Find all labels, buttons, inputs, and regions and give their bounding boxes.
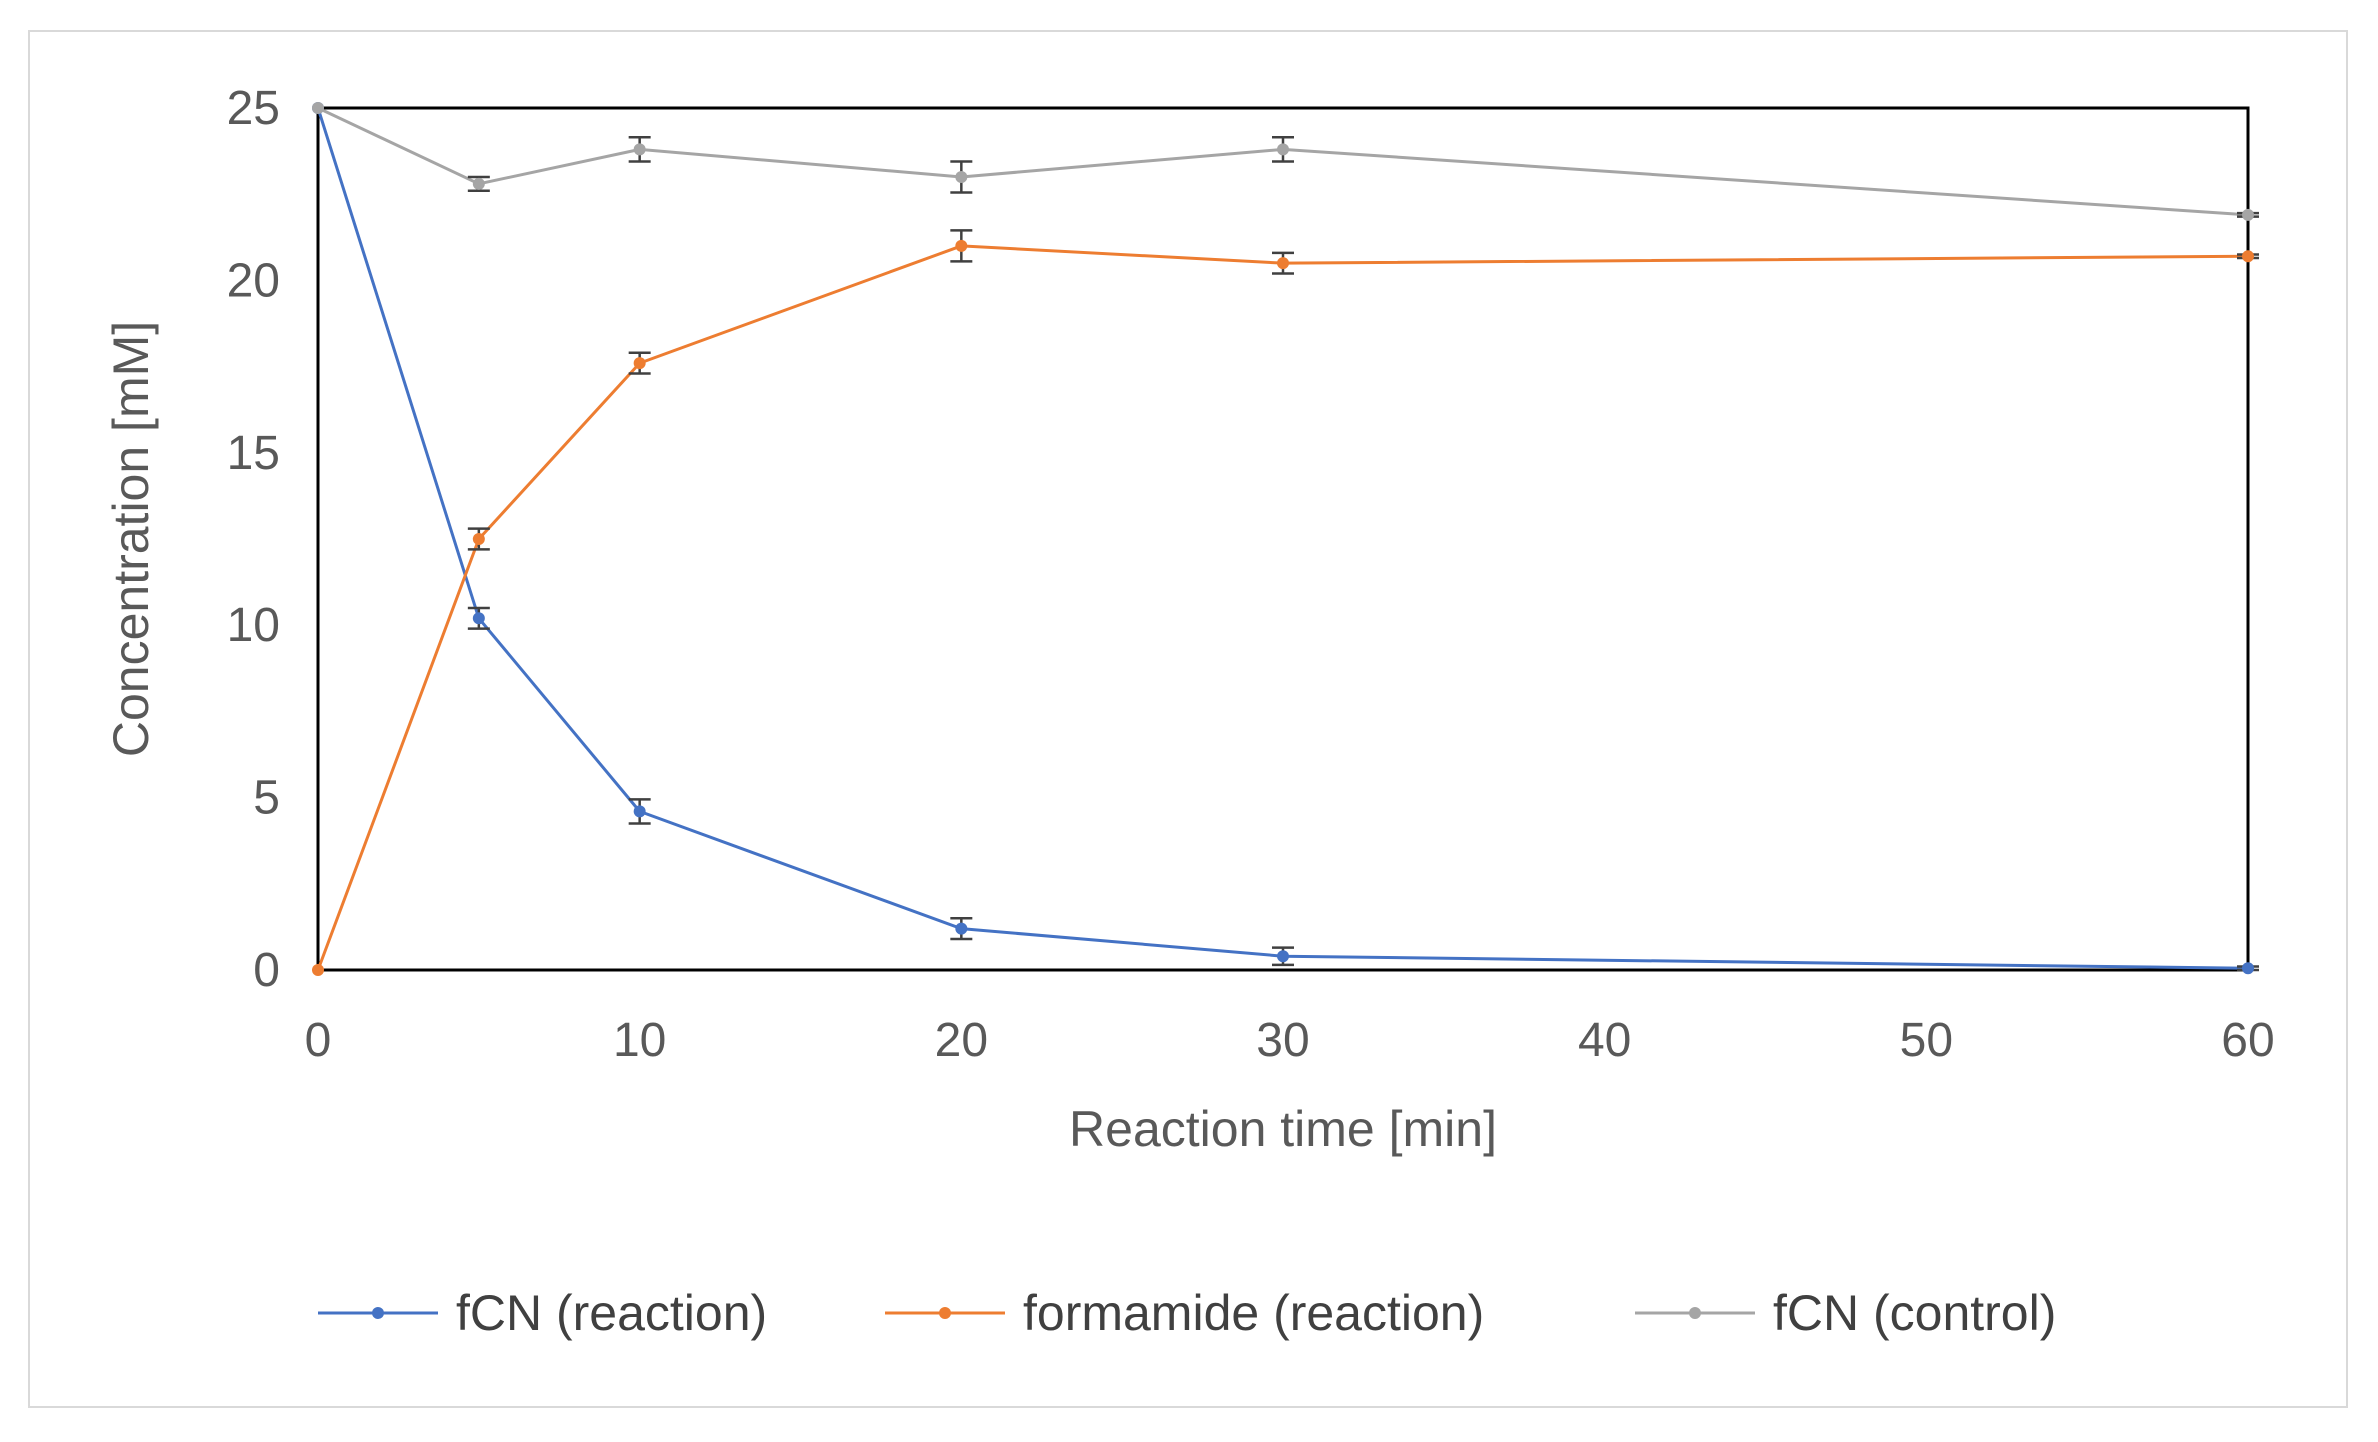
y-tick-label: 5: [253, 772, 280, 825]
data-point: [633, 805, 646, 818]
data-point: [955, 922, 968, 935]
series-line: [316, 107, 2249, 970]
legend-item: fCN (control): [1635, 1285, 2056, 1341]
legend-item: fCN (reaction): [318, 1285, 767, 1341]
series-2: [312, 102, 2259, 221]
legend-item: formamide (reaction): [885, 1285, 1484, 1341]
data-point: [2242, 208, 2254, 221]
x-axis-tick-labels: 0 10 20 30 40 50 60: [305, 1014, 2275, 1067]
x-axis-title: Reaction time [min]: [1069, 1101, 1497, 1157]
series-1: [312, 229, 2259, 976]
plot-area: [316, 106, 2250, 972]
legend-label: fCN (control): [1773, 1285, 2056, 1341]
data-point: [472, 612, 485, 625]
x-tick-label: 0: [305, 1014, 332, 1067]
legend-swatch-marker: [372, 1307, 384, 1319]
data-point: [312, 102, 324, 114]
plot-border: [316, 106, 2250, 972]
data-point: [955, 239, 968, 252]
data-point: [1277, 257, 1289, 270]
legend-swatch-marker: [1689, 1307, 1701, 1319]
data-point: [472, 177, 485, 190]
y-tick-label: 0: [253, 944, 280, 997]
y-axis-tick-labels: 0 5 10 15 20 25: [227, 82, 280, 997]
legend-swatch-marker: [939, 1307, 951, 1319]
x-tick-label: 50: [1900, 1014, 1953, 1067]
data-point: [1277, 950, 1289, 963]
y-axis-title: Concentration [mM]: [103, 321, 159, 757]
data-point: [633, 143, 646, 156]
data-point: [633, 357, 646, 370]
data-point: [312, 964, 324, 976]
data-point: [2242, 250, 2254, 263]
series-layer: [312, 102, 2259, 976]
x-tick-label: 10: [613, 1014, 666, 1067]
data-point: [2242, 962, 2254, 975]
data-point: [472, 533, 485, 545]
x-tick-label: 30: [1256, 1014, 1309, 1067]
y-tick-label: 25: [227, 82, 280, 135]
series-line: [316, 244, 2249, 971]
data-point: [955, 170, 968, 183]
y-tick-label: 10: [227, 599, 280, 652]
x-tick-label: 20: [935, 1014, 988, 1067]
y-tick-label: 15: [227, 427, 280, 480]
legend: fCN (reaction) formamide (reaction) fCN (c…: [318, 1285, 2056, 1341]
legend-label: formamide (reaction): [1023, 1285, 1484, 1341]
series-line: [317, 106, 2249, 217]
x-tick-label: 60: [2221, 1014, 2274, 1067]
data-point: [1277, 143, 1289, 156]
series-0: [312, 102, 2259, 975]
x-tick-label: 40: [1578, 1014, 1631, 1067]
y-tick-label: 20: [227, 254, 280, 307]
legend-label: fCN (reaction): [456, 1285, 767, 1341]
